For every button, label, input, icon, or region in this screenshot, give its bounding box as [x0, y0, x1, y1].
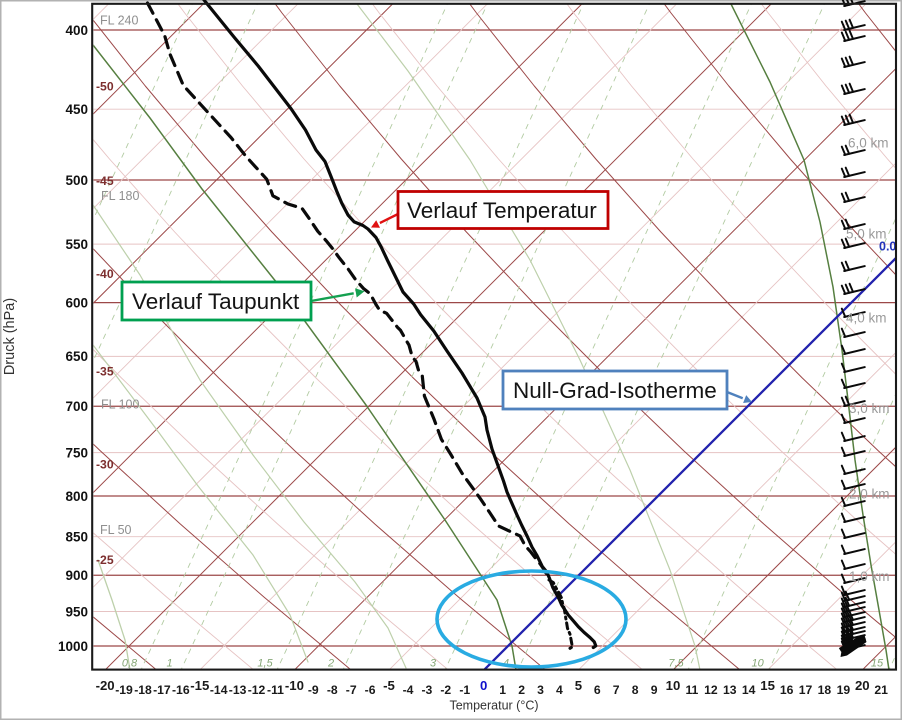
svg-text:10: 10: [751, 658, 764, 670]
svg-text:4: 4: [503, 658, 509, 670]
svg-text:-45: -45: [96, 174, 114, 188]
svg-text:4,0 km: 4,0 km: [846, 311, 887, 326]
svg-text:-8: -8: [327, 683, 338, 697]
svg-text:-15: -15: [190, 678, 209, 693]
svg-text:800: 800: [65, 489, 88, 504]
svg-text:1,5: 1,5: [257, 658, 273, 670]
svg-text:3,0 km: 3,0 km: [849, 401, 890, 416]
svg-text:1000: 1000: [58, 639, 88, 654]
svg-text:-14: -14: [210, 683, 228, 697]
svg-text:Druck (hPa): Druck (hPa): [2, 298, 18, 375]
svg-text:-10: -10: [285, 678, 304, 693]
svg-text:650: 650: [65, 349, 88, 364]
svg-text:-3: -3: [421, 683, 432, 697]
svg-text:1: 1: [166, 658, 172, 670]
svg-text:15: 15: [871, 658, 884, 670]
svg-text:FL 100: FL 100: [101, 398, 140, 412]
svg-text:2,0 km: 2,0 km: [849, 487, 890, 502]
svg-text:-1: -1: [459, 683, 470, 697]
svg-text:-25: -25: [96, 553, 114, 567]
svg-text:8: 8: [632, 683, 639, 697]
svg-text:2: 2: [327, 658, 334, 670]
svg-text:0,8: 0,8: [122, 658, 138, 670]
svg-text:5: 5: [575, 678, 582, 693]
svg-text:-19: -19: [115, 683, 133, 697]
svg-text:2: 2: [518, 683, 525, 697]
svg-text:21: 21: [874, 683, 888, 697]
svg-text:550: 550: [65, 237, 88, 252]
svg-text:6: 6: [594, 683, 601, 697]
svg-text:500: 500: [65, 173, 88, 188]
svg-text:14: 14: [742, 683, 756, 697]
svg-text:3: 3: [430, 658, 437, 670]
svg-text:-20: -20: [96, 678, 115, 693]
svg-text:7: 7: [613, 683, 620, 697]
svg-text:18: 18: [818, 683, 832, 697]
svg-text:Verlauf Temperatur: Verlauf Temperatur: [407, 198, 597, 223]
svg-text:10: 10: [666, 678, 681, 693]
svg-text:1: 1: [499, 683, 506, 697]
svg-text:11: 11: [685, 683, 698, 697]
svg-text:FL 240: FL 240: [100, 14, 139, 28]
svg-text:-4: -4: [403, 683, 414, 697]
svg-text:850: 850: [65, 530, 88, 545]
svg-text:-9: -9: [308, 683, 319, 697]
svg-text:950: 950: [65, 604, 88, 619]
svg-text:-2: -2: [440, 683, 451, 697]
svg-text:-16: -16: [172, 683, 190, 697]
svg-text:-12: -12: [248, 683, 266, 697]
svg-text:900: 900: [65, 568, 88, 583]
svg-text:-30: -30: [96, 458, 114, 472]
svg-text:17: 17: [799, 683, 813, 697]
svg-text:-13: -13: [229, 683, 247, 697]
svg-text:FL 180: FL 180: [101, 189, 140, 203]
svg-text:7,5: 7,5: [668, 658, 684, 670]
svg-text:400: 400: [65, 23, 88, 38]
svg-text:750: 750: [65, 445, 88, 460]
svg-text:0.0: 0.0: [879, 240, 896, 254]
svg-text:9: 9: [651, 683, 658, 697]
svg-text:-11: -11: [267, 683, 284, 697]
svg-text:-50: -50: [96, 80, 114, 94]
svg-text:5,0 km: 5,0 km: [846, 227, 887, 242]
svg-text:1,0 km: 1,0 km: [849, 569, 890, 584]
svg-text:600: 600: [65, 295, 88, 310]
svg-text:13: 13: [723, 683, 737, 697]
svg-text:16: 16: [780, 683, 794, 697]
svg-text:-6: -6: [365, 683, 376, 697]
svg-text:-5: -5: [383, 678, 395, 693]
svg-text:Verlauf Taupunkt: Verlauf Taupunkt: [132, 289, 300, 314]
svg-text:450: 450: [65, 102, 88, 117]
svg-text:19: 19: [837, 683, 851, 697]
svg-text:Null-Grad-Isotherme: Null-Grad-Isotherme: [513, 378, 717, 403]
svg-text:12: 12: [704, 683, 718, 697]
svg-text:6,0 km: 6,0 km: [848, 136, 889, 151]
svg-text:Temperatur (°C): Temperatur (°C): [449, 699, 538, 713]
svg-text:3: 3: [537, 683, 544, 697]
svg-text:-18: -18: [134, 683, 152, 697]
svg-text:0: 0: [480, 678, 487, 693]
svg-text:20: 20: [855, 678, 870, 693]
svg-text:FL 50: FL 50: [100, 523, 132, 537]
svg-text:700: 700: [65, 399, 88, 414]
svg-text:-7: -7: [346, 683, 357, 697]
svg-text:-40: -40: [96, 267, 114, 281]
svg-text:-17: -17: [153, 683, 171, 697]
svg-text:15: 15: [760, 678, 775, 693]
svg-text:-35: -35: [96, 365, 114, 379]
svg-text:4: 4: [556, 683, 563, 697]
